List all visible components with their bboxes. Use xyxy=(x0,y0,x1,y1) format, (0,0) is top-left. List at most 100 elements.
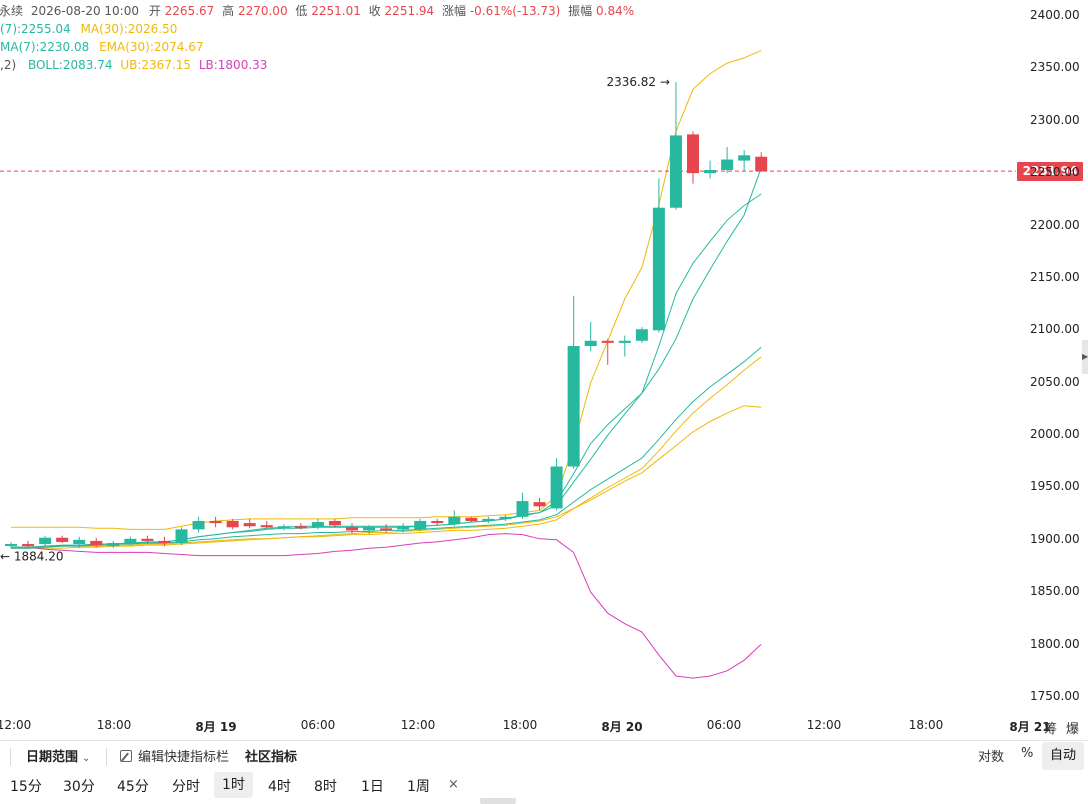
interval-7[interactable]: 8时 xyxy=(314,779,337,795)
interval-4[interactable]: 分时 xyxy=(172,779,200,795)
collapse-panel-handle[interactable]: ▶ xyxy=(1082,340,1088,374)
ma-legend[interactable]: (7):2255.04 MA(30):2026.50 xyxy=(0,22,177,36)
chip-distribution-icon[interactable]: 筹 xyxy=(1044,722,1058,737)
boll-legend[interactable]: ,2) BOLL:2083.74 UB:2367.15 LB:1800.33 xyxy=(0,58,267,72)
legend-boll: BOLL:2083.74 xyxy=(27,58,113,72)
price-tick-label: 1900.00 xyxy=(1030,531,1080,546)
candle-body xyxy=(192,520,205,530)
legend-change-label: 涨幅 xyxy=(442,4,467,18)
legend-high-label: 高 xyxy=(222,4,235,18)
legend-high-value: 2270.00 xyxy=(237,4,288,18)
price-tick-label: 2300.00 xyxy=(1030,112,1080,127)
toolbar-divider xyxy=(10,748,11,766)
legend-ma7: (7):2255.04 xyxy=(0,22,71,36)
close-icon[interactable]: × xyxy=(448,777,459,792)
candle-body xyxy=(448,516,461,525)
legend-close-label: 收 xyxy=(368,4,381,18)
candle-body xyxy=(209,520,222,524)
candle-body xyxy=(397,526,410,530)
candle-body xyxy=(158,540,171,543)
time-tick-label: 8月 19 xyxy=(195,720,237,734)
interval-toolbar xyxy=(0,772,1088,804)
candle-body xyxy=(499,516,512,519)
candle-body xyxy=(431,520,444,524)
candle-body xyxy=(721,159,734,171)
chart-options-toolbar xyxy=(0,740,1088,772)
ma7-line xyxy=(11,167,762,549)
price-tick-label: 2100.00 xyxy=(1030,322,1080,337)
price-tick-label: 1800.00 xyxy=(1030,636,1080,651)
candle-body xyxy=(22,544,35,547)
price-tick-label: 2050.00 xyxy=(1030,374,1080,389)
legend-ema7: MA(7):2230.08 xyxy=(0,40,90,54)
interval-6[interactable]: 4时 xyxy=(268,779,291,795)
edit-indicators-button[interactable]: 编辑快捷指标栏 xyxy=(120,746,229,765)
candle-body xyxy=(363,527,376,531)
boll-lower-band-line xyxy=(11,533,762,679)
candle-body xyxy=(260,525,273,528)
liquidation-icon[interactable]: 爆 xyxy=(1066,722,1080,737)
ema-legend[interactable]: MA(7):2230.08 EMA(30):2074.67 xyxy=(0,40,204,54)
legend-time: 2026-08-20 10:00 xyxy=(30,4,139,18)
candle-body xyxy=(601,340,614,343)
candle-body xyxy=(414,520,427,530)
legend-boll-lb: LB:1800.33 xyxy=(198,58,268,72)
time-tick-label: 12:00 xyxy=(0,718,32,732)
edit-indicators-label: 编辑快捷指标栏 xyxy=(138,750,230,765)
candle-body xyxy=(738,155,751,161)
candle-body xyxy=(584,340,597,347)
interval-3[interactable]: 45分 xyxy=(117,779,149,795)
interval-8[interactable]: 1日 xyxy=(361,779,384,795)
legend-change-value: -0.61%(-13.73) xyxy=(469,4,561,18)
date-range-label: 日期范围 xyxy=(26,750,79,765)
interval-9[interactable]: 1周 xyxy=(407,779,430,795)
legend-ma30: MA(30):2026.50 xyxy=(80,22,178,36)
candle-body xyxy=(652,207,665,331)
log-scale-toggle[interactable]: 对数 xyxy=(978,750,1005,765)
edit-icon xyxy=(120,750,132,762)
percent-scale-toggle[interactable]: % xyxy=(1021,746,1034,761)
legend-symbol: 永续 xyxy=(0,4,24,18)
price-tick-label: 2350.00 xyxy=(1030,60,1080,75)
candle-body xyxy=(328,520,341,526)
boll-upper-band-line xyxy=(11,49,762,530)
auto-scale-toggle[interactable]: 自动 xyxy=(1042,742,1084,770)
date-range-dropdown[interactable]: 日期范围 ⌄ xyxy=(26,746,90,765)
candle-body xyxy=(294,526,307,529)
candle-body xyxy=(73,539,86,545)
interval-2[interactable]: 30分 xyxy=(63,779,95,795)
price-tick-label: 1950.00 xyxy=(1030,479,1080,494)
candle-body xyxy=(755,156,768,172)
price-tick-label: 1750.00 xyxy=(1030,689,1080,703)
kline-chart[interactable]: 2336.82 → ← 1884.20 xyxy=(0,0,1088,740)
legend-boll-params: ,2) xyxy=(0,58,17,72)
candle-body xyxy=(124,538,137,543)
time-tick-label: 12:00 xyxy=(806,718,842,732)
legend-open-label: 开 xyxy=(148,4,161,18)
legend-amplitude-label: 振幅 xyxy=(568,4,593,18)
time-tick-label: 18:00 xyxy=(502,718,538,732)
panel-resize-grip[interactable] xyxy=(480,798,516,804)
interval-1[interactable]: 15分 xyxy=(10,779,42,795)
legend-boll-ub: UB:2367.15 xyxy=(120,58,191,72)
candle-body xyxy=(141,538,154,541)
community-indicators-button[interactable]: 社区指标 xyxy=(245,750,298,765)
candle-body xyxy=(669,135,682,208)
candle-body xyxy=(465,517,478,521)
candle-body xyxy=(311,522,324,528)
candle-body xyxy=(516,501,529,517)
low-price-marker: ← 1884.20 xyxy=(0,549,64,563)
legend-open-value: 2265.67 xyxy=(164,4,215,18)
legend-low-label: 低 xyxy=(295,4,308,18)
legend-close-value: 2251.94 xyxy=(384,4,435,18)
interval-5[interactable]: 1时 xyxy=(214,772,253,798)
time-tick-label: 18:00 xyxy=(908,718,944,732)
time-tick-label: 8月 21 xyxy=(1009,720,1051,734)
legend-ema30: EMA(30):2074.67 xyxy=(99,40,204,54)
candle-body xyxy=(687,134,699,174)
candle-body xyxy=(5,544,17,547)
candle-body xyxy=(533,502,546,507)
high-price-marker: 2336.82 → xyxy=(606,75,670,89)
candle-body xyxy=(482,518,495,521)
candle-body xyxy=(635,329,648,341)
